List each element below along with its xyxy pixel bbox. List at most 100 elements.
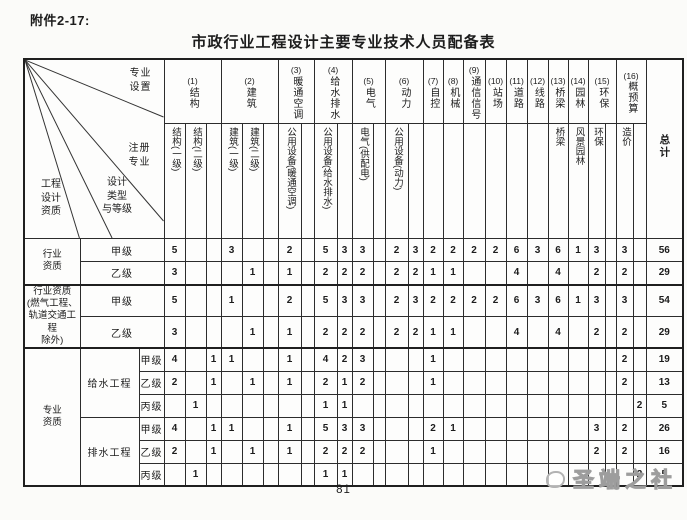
value-cell <box>241 238 264 262</box>
col-label: 给水排水 <box>327 75 339 120</box>
value-cell: 4 <box>547 261 569 285</box>
value-cell <box>604 393 617 418</box>
value-cell <box>163 462 186 487</box>
value-cell <box>407 416 424 441</box>
value-cell <box>484 462 507 487</box>
col-group-header-bridge: (13) 桥梁 <box>547 58 569 125</box>
sub-header-label: 桥梁 <box>553 127 565 147</box>
value-cell <box>372 315 386 349</box>
value-cell: 1 <box>313 393 338 418</box>
diagonal-corner-cell: 专业 设置 注册 专业 设计 类型 与等级 工程 设计 资质 <box>23 58 165 239</box>
table-row: 乙级 2 1 1 1 2 2 2 1 2 2 16 <box>24 439 684 464</box>
watermark-text: 圣端之社 <box>573 469 677 493</box>
total-label: 总计 <box>658 134 671 159</box>
value-cell <box>422 462 444 487</box>
value-cell: 3 <box>351 416 374 441</box>
value-cell <box>632 261 647 285</box>
col-group-header-electrical: (5) 电气 <box>351 58 386 125</box>
value-cell <box>220 315 243 349</box>
total-cell: 56 <box>645 238 684 262</box>
value-cell: 2 <box>313 261 338 285</box>
value-cell <box>462 370 486 395</box>
value-cell <box>184 416 207 441</box>
value-cell: 3 <box>615 238 634 262</box>
value-cell <box>505 416 528 441</box>
table-row: 乙级 3 1 1 2 2 2 2 2 1 1 4 4 2 2 29 <box>24 315 684 349</box>
col-group-header-power: (6) 动力 <box>384 58 424 125</box>
col-num: (5) <box>363 76 374 87</box>
value-cell: 2 <box>632 393 647 418</box>
value-cell: 2 <box>422 238 444 262</box>
value-cell <box>351 393 374 418</box>
sub-header-cell <box>205 123 222 239</box>
value-cell <box>205 261 222 285</box>
value-cell <box>567 393 589 418</box>
value-cell <box>604 347 617 372</box>
value-cell: 4 <box>505 261 528 285</box>
grade-cell: 丙级 <box>138 462 165 487</box>
value-cell: 1 <box>220 283 243 317</box>
value-cell <box>407 393 424 418</box>
value-cell <box>205 283 222 317</box>
sub-header-cell <box>505 123 528 239</box>
row-subgroup-cell: 给水工程 <box>79 347 140 418</box>
value-cell <box>547 370 569 395</box>
value-cell: 1 <box>277 261 302 285</box>
value-cell <box>547 393 569 418</box>
value-cell <box>205 315 222 349</box>
attachment-label: 附件2-17: <box>30 13 90 28</box>
value-cell: 5 <box>313 416 338 441</box>
value-cell: 2 <box>351 315 374 349</box>
value-cell: 1 <box>567 238 589 262</box>
value-cell <box>262 462 279 487</box>
sub-header-cell: 环保 <box>587 123 606 239</box>
value-cell <box>567 416 589 441</box>
value-cell <box>632 315 647 349</box>
value-cell: 2 <box>615 261 634 285</box>
value-cell: 1 <box>422 261 444 285</box>
value-cell <box>205 238 222 262</box>
value-cell <box>526 462 549 487</box>
value-cell <box>505 370 528 395</box>
value-cell: 2 <box>313 370 338 395</box>
value-cell: 1 <box>422 347 444 372</box>
corner-label-registered-prof: 注册 专业 <box>128 143 151 168</box>
value-cell <box>587 393 606 418</box>
sub-header-cell <box>484 123 507 239</box>
total-cell: 29 <box>645 261 684 285</box>
value-cell <box>604 370 617 395</box>
value-cell <box>484 261 507 285</box>
col-num: (12) <box>530 76 546 87</box>
value-cell <box>567 370 589 395</box>
value-cell: 2 <box>384 261 409 285</box>
value-cell <box>526 416 549 441</box>
value-cell: 1 <box>241 261 264 285</box>
sub-header-cell: 建筑(一级) <box>220 123 243 239</box>
col-group-header-architecture: (2) 建筑 <box>220 58 279 125</box>
sub-header-cell <box>422 123 444 239</box>
value-cell: 2 <box>163 370 186 395</box>
value-cell: 1 <box>205 347 222 372</box>
total-cell: 19 <box>645 347 684 372</box>
col-num: (11) <box>509 76 524 87</box>
grade-cell: 乙级 <box>138 370 165 395</box>
col-num: (7) <box>427 76 439 87</box>
value-cell: 2 <box>615 370 634 395</box>
value-cell <box>300 393 315 418</box>
total-column-header: 总计 <box>645 58 684 239</box>
value-cell: 2 <box>615 347 634 372</box>
value-cell: 2 <box>407 315 424 349</box>
value-cell: 2 <box>277 283 302 317</box>
col-num: (10) <box>488 76 504 87</box>
value-cell <box>300 238 315 262</box>
value-cell <box>300 283 315 317</box>
value-cell <box>567 439 589 464</box>
value-cell: 3 <box>587 238 606 262</box>
value-cell <box>241 347 264 372</box>
sub-header-label: 风景园林 <box>573 127 585 166</box>
value-cell <box>220 261 243 285</box>
sub-header-cell <box>407 123 424 239</box>
sub-header-label: 环保 <box>592 127 604 147</box>
value-cell: 1 <box>277 347 302 372</box>
diagonal-lines <box>25 60 163 238</box>
